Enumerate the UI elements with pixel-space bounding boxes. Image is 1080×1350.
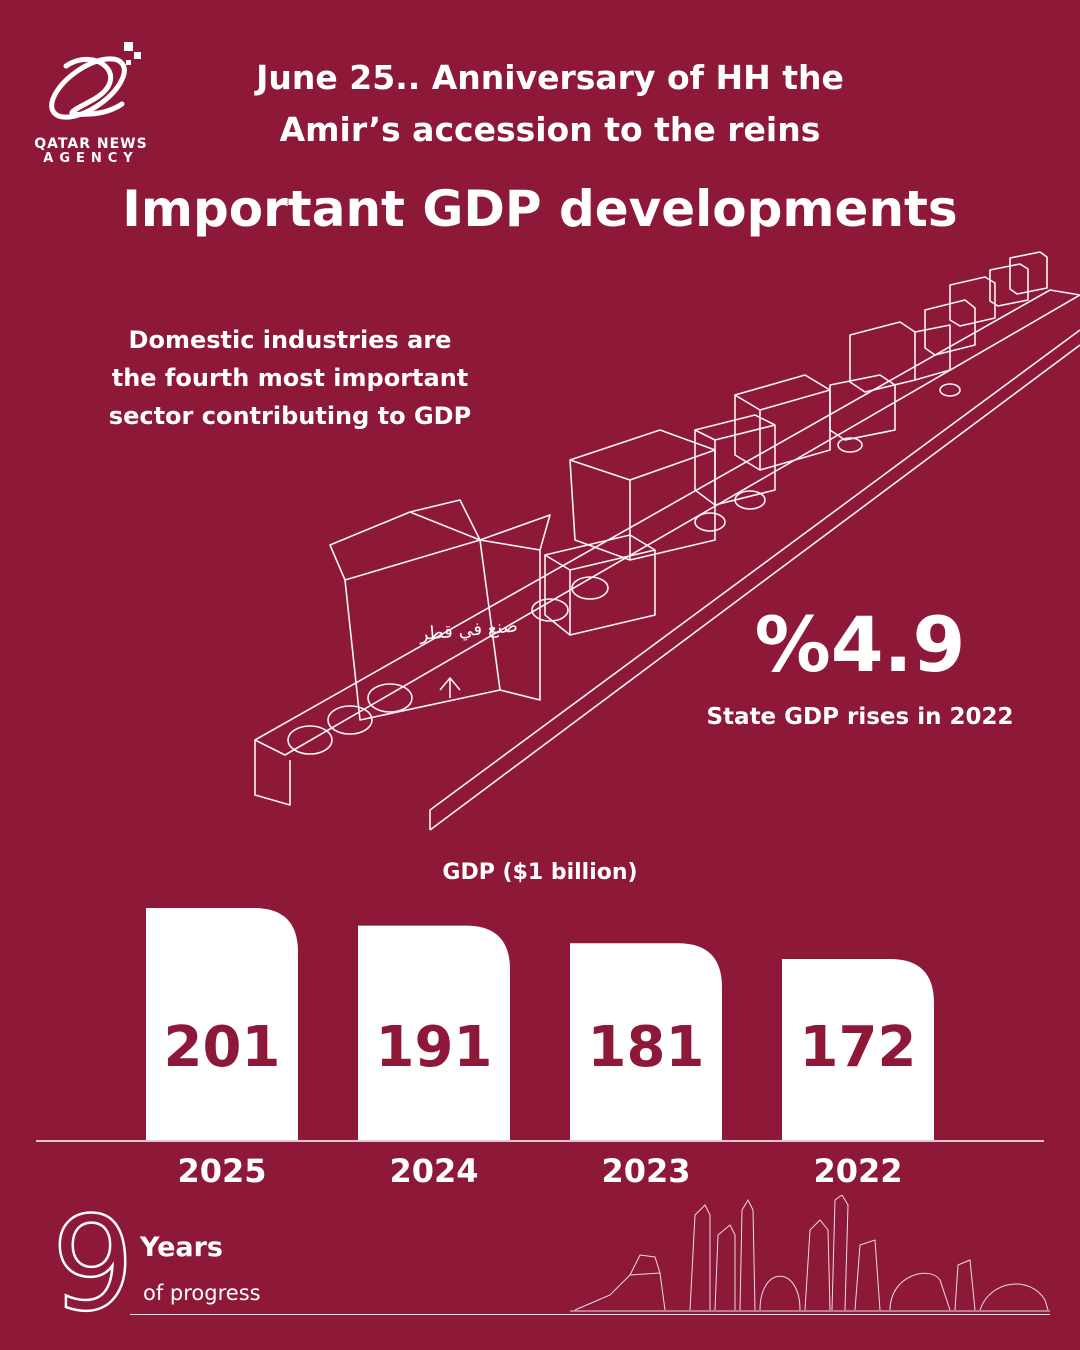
open-box xyxy=(329,499,551,721)
page-title: Important GDP developments xyxy=(122,180,958,238)
header-line-1: June 25.. Anniversary of HH the xyxy=(256,58,844,97)
qna-logo xyxy=(49,42,141,120)
gdp-growth-label: State GDP rises in 2022 xyxy=(706,704,1014,730)
bar-2024 xyxy=(358,925,510,1140)
header-line-2: Amir’s accession to the reins xyxy=(279,110,821,149)
footer-divider xyxy=(130,1314,1050,1315)
category-label-2025: 2025 xyxy=(177,1152,266,1190)
bar-value-2025: 201 xyxy=(164,1015,281,1080)
bar-value-2022: 172 xyxy=(800,1015,917,1080)
category-label-2024: 2024 xyxy=(389,1152,478,1190)
bar-value-2024: 191 xyxy=(376,1015,493,1080)
conveyor-illustration: صنع في قطر xyxy=(254,251,1080,831)
svg-text:9: 9 xyxy=(52,1204,135,1324)
far-boxes xyxy=(924,251,1048,356)
box-7 xyxy=(849,321,951,393)
logo-agency-line1: QATAR NEWS xyxy=(34,136,148,152)
gdp-growth-value: %4.9 xyxy=(754,600,966,689)
chart-title: GDP ($1 billion) xyxy=(442,860,638,885)
bar-2022 xyxy=(782,959,934,1140)
nine-years-emblem: 9 xyxy=(50,1204,135,1324)
years-sub-label: of progress xyxy=(143,1281,261,1305)
bar-value-2023: 181 xyxy=(588,1015,705,1080)
category-label-2023: 2023 xyxy=(601,1152,690,1190)
doha-skyline-illustration xyxy=(570,1195,1050,1312)
note-line-3: sector contributing to GDP xyxy=(108,402,472,430)
note-line-1: Domestic industries are xyxy=(128,326,452,354)
box-5 xyxy=(734,374,831,471)
category-label-2022: 2022 xyxy=(813,1152,902,1190)
note-line-2: the fourth most important xyxy=(111,364,469,392)
box-6 xyxy=(829,374,896,441)
logo-agency-line2: AGENCY xyxy=(43,151,139,166)
years-label: Years xyxy=(140,1232,223,1263)
bar-2023 xyxy=(570,943,722,1140)
rollers xyxy=(287,383,961,755)
box-4 xyxy=(694,414,776,506)
box-3 xyxy=(569,429,716,561)
box-label: صنع في قطر xyxy=(418,615,519,645)
gdp-bar-chart: 201 2025 191 2024 181 2023 172 2022 xyxy=(36,908,1044,1190)
bar-2025 xyxy=(146,908,298,1140)
